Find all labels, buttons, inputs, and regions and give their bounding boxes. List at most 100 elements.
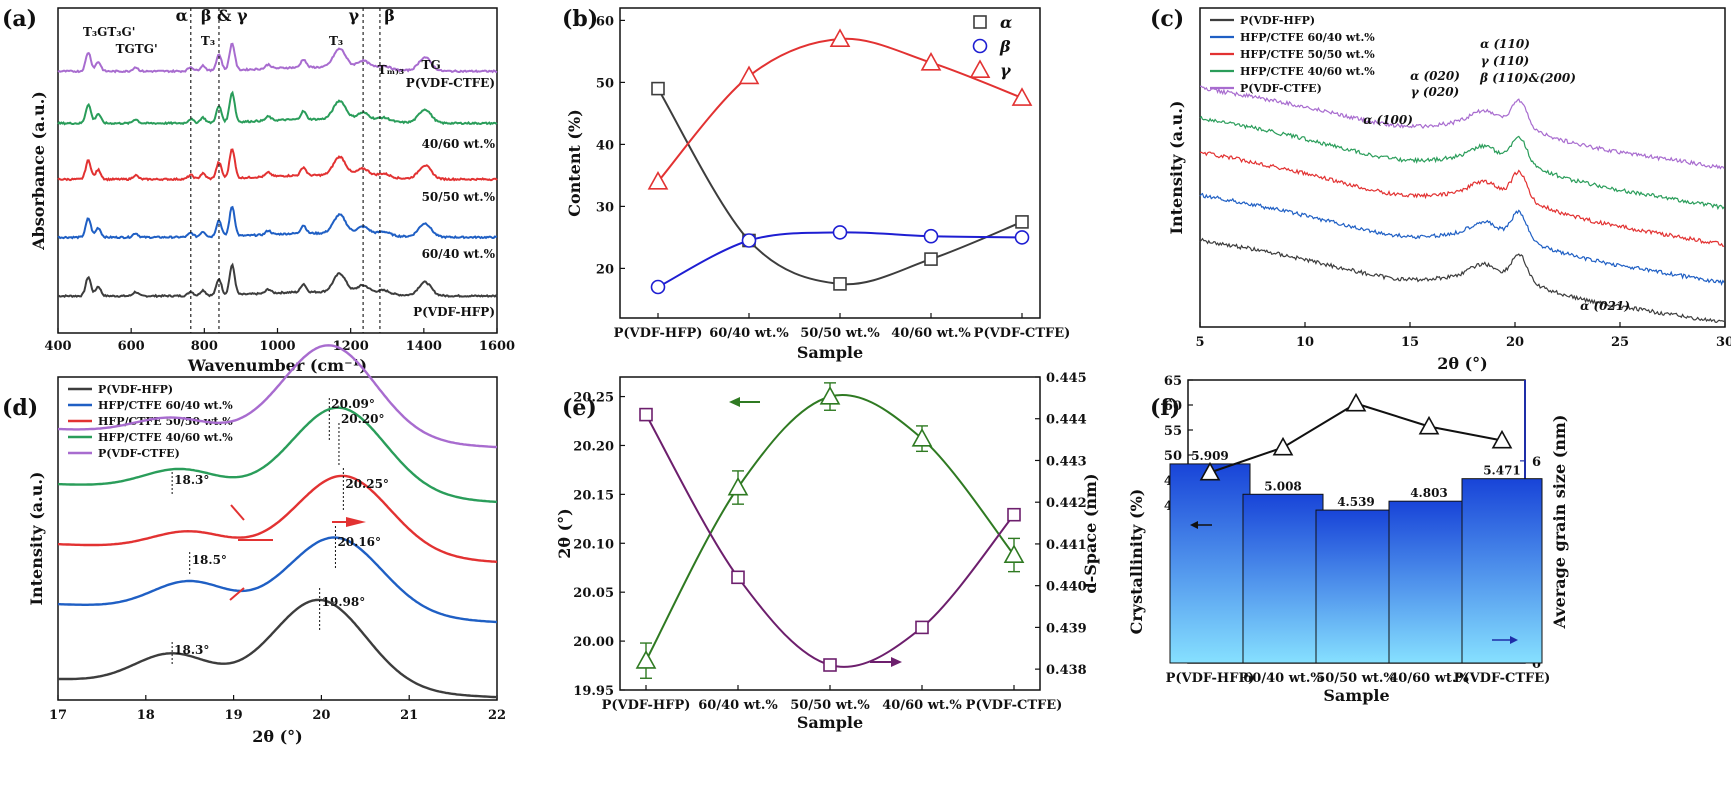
x-axis-label: Sample [797,343,863,362]
y-tick-label: 20.05 [573,586,614,601]
peak-annotation: T₃ [329,34,343,48]
legend-marker [969,59,991,78]
x-tick-label: 50/50 wt.% [800,326,880,341]
peak-annotation: T₃GT₃G' [83,25,136,39]
panel-d-xrd-zoom: 17 18 19 20 21 22 2θ (°) Intensity (a.u.) P(VDF-… [27,344,506,746]
y-tick-label: 20.20 [573,439,614,454]
legend-marker [972,38,988,54]
data-point [651,81,665,96]
two-theta-point [911,427,933,447]
legend-label: HFP/CTFE 60/40 wt.% [1240,31,1375,44]
y-axis-label: Intensity (a.u.) [1167,101,1186,235]
axis-arrow-left-head [729,397,740,407]
legend-marker [973,15,987,29]
series-label: 60/40 wt.% [422,247,496,261]
data-point [920,51,942,71]
y2-tick-label: 0.441 [1046,538,1087,553]
peak-annotation: TG [422,58,441,72]
axis-arrow-left-head [1190,521,1198,529]
legend-label: β [999,37,1011,56]
data-point [741,233,757,248]
x-tick-label: 30 [1716,335,1731,350]
legend-label: P(VDF-HFP) [1240,14,1315,27]
grain-size-value-label: 4.803 [1410,486,1448,500]
x-tick-label: 1600 [479,339,515,354]
panel-e-peak-position: 19.95 20.00 20.05 20.10 20.15 20.20 20.25 0.438… [555,371,1100,732]
ftir-spectrum-line [57,90,498,126]
phase-label: α [176,6,188,25]
y-tick-label: 20.00 [573,635,614,650]
phase-label: β [384,6,395,25]
legend-label: P(VDF-CTFE) [1240,82,1322,95]
y-axis-label: Absorbance (a.u.) [29,91,48,251]
data-point [829,28,851,47]
xrd-pattern-line [1199,115,1725,211]
series-line-2 [657,37,1023,183]
y-tick-label: 20.10 [573,537,614,552]
peak-value-label: 19.98° [322,595,366,609]
xrd-pattern-line [1199,151,1725,247]
peak-annotation: β (110)&(200) [1479,71,1576,85]
y-tick-label: 20.15 [573,488,614,503]
crystallinity-line [1209,402,1503,474]
grain-size-value-label: 4.539 [1337,495,1375,509]
legend-label: γ [1000,61,1012,80]
y2-tick-label: 6 [1532,455,1541,470]
grain-size-bar [1242,493,1324,664]
y-tick-label: 40 [596,138,614,153]
legend-label: HFP/CTFE 50/50 wt.% [1240,48,1375,61]
x-tick-label: 18 [137,708,155,723]
data-point [924,252,938,266]
x-axis-label: Sample [797,713,863,732]
peak-value-label: 20.09° [331,397,375,411]
x-tick-label: 40/60 wt.% [1389,671,1469,686]
series-label: 50/50 wt.% [422,190,496,204]
y-tick-label: 19.95 [573,684,614,699]
d-space-line [645,414,1015,668]
grain-size-bar [1388,500,1470,664]
y2-tick-label: 0.440 [1046,580,1087,595]
peak-annotation: α (100) [1363,113,1413,127]
two-theta-point [727,476,749,496]
peak-annotation: TGTG' [116,42,158,56]
y2-tick-label: 0.444 [1046,413,1087,428]
y-tick-label: 55 [1164,424,1182,439]
x-axis-label: 2θ (°) [252,727,303,746]
y2-tick-label: 0 [1532,657,1541,672]
x-tick-label: 15 [1401,335,1419,350]
grain-size-value-label: 5.008 [1264,479,1302,493]
x-tick-label: P(VDF-CTFE) [974,326,1071,341]
y-tick-label: 20.25 [573,391,614,406]
ftir-spectrum-line [57,42,498,74]
crystallinity-point [1418,415,1440,435]
shoulder-value-label: 18.5° [192,553,227,567]
y2-tick-label: 0.438 [1046,663,1087,678]
xrd-pattern-line [1199,192,1725,286]
x-tick-label: P(VDF-CTFE) [966,698,1063,713]
data-point [1011,87,1033,106]
ftir-spectrum-line [57,148,498,182]
shoulder-value-label: 18.3° [174,643,209,657]
series-line-0 [657,88,1023,286]
legend-label: P(VDF-CTFE) [98,447,180,460]
y-axis-label: 2θ (°) [555,508,574,559]
x-tick-label: 1000 [259,339,295,354]
two-theta-point [635,650,657,669]
peak-value-label: 20.20° [341,412,385,426]
legend-label: HFP/CTFE 40/60 wt.% [1240,65,1375,78]
plot-frame [57,376,498,701]
y-tick-label: 60 [1164,399,1182,414]
panel-label-b: (b) [562,6,598,32]
data-point [833,277,847,291]
legend-label: HFP/CTFE 60/40 wt.% [98,399,233,412]
x-tick-label: 50/50 wt.% [790,698,870,713]
grain-size-bar [1315,509,1397,664]
x-tick-label: 20 [312,708,330,723]
data-point [1014,230,1030,245]
xrd-pattern-line [1199,237,1725,324]
legend-label: P(VDF-HFP) [98,383,173,396]
peak-value-label: 20.25° [345,477,389,491]
xrd-zoom-line [57,406,498,504]
peak-annotation: α (110) [1480,37,1530,51]
